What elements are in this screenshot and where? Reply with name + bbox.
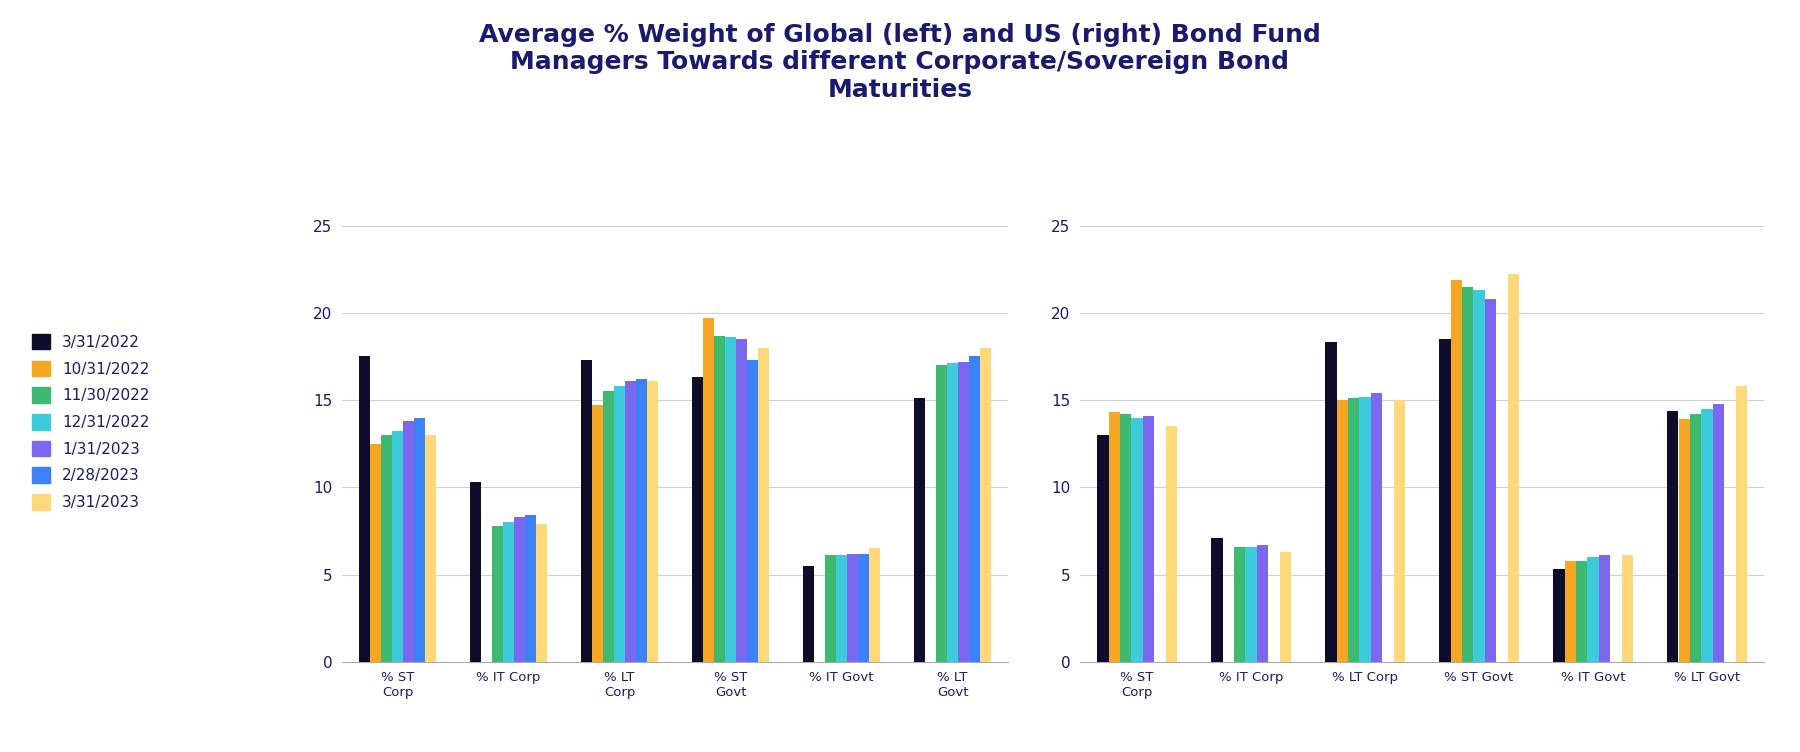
Bar [491, 526, 502, 662]
Bar [691, 378, 702, 662]
Bar [1393, 400, 1406, 662]
Bar [968, 356, 981, 662]
Bar [1325, 342, 1336, 662]
Bar [936, 365, 947, 662]
Bar [1451, 280, 1462, 662]
Bar [1109, 412, 1120, 662]
Bar [369, 444, 382, 662]
Bar [414, 417, 425, 662]
Bar [425, 435, 436, 662]
Bar [470, 482, 481, 662]
Bar [1622, 555, 1633, 662]
Bar [848, 553, 859, 662]
Bar [758, 347, 769, 662]
Bar [1462, 287, 1474, 662]
Bar [1690, 414, 1701, 662]
Bar [725, 337, 736, 662]
Bar [1472, 290, 1485, 662]
Bar [1120, 414, 1132, 662]
Bar [382, 435, 392, 662]
Bar [1735, 386, 1746, 662]
Bar [648, 381, 659, 662]
Bar [1553, 569, 1564, 662]
Bar [835, 555, 848, 662]
Bar [1598, 555, 1609, 662]
Bar [1712, 404, 1724, 662]
Bar [1143, 416, 1154, 662]
Bar [1667, 411, 1678, 662]
Bar [947, 363, 958, 662]
Bar [715, 335, 725, 662]
Bar [958, 362, 968, 662]
Bar [1348, 399, 1359, 662]
Bar [635, 379, 648, 662]
Bar [747, 360, 758, 662]
Bar [1485, 299, 1496, 662]
Bar [981, 347, 992, 662]
Bar [592, 405, 603, 662]
Bar [1577, 560, 1588, 662]
Bar [536, 524, 547, 662]
Bar [1336, 400, 1348, 662]
Bar [824, 555, 835, 662]
Bar [1166, 426, 1177, 662]
Bar [859, 553, 869, 662]
Bar [1280, 552, 1291, 662]
Bar [1246, 547, 1256, 662]
Bar [736, 339, 747, 662]
Bar [1096, 435, 1109, 662]
Bar [614, 386, 625, 662]
Bar [869, 548, 880, 662]
Bar [526, 515, 536, 662]
Bar [358, 356, 369, 662]
Bar [403, 421, 414, 662]
Bar [1588, 557, 1598, 662]
Legend: 3/31/2022, 10/31/2022, 11/30/2022, 12/31/2022, 1/31/2023, 2/28/2023, 3/31/2023: 3/31/2022, 10/31/2022, 11/30/2022, 12/31… [25, 328, 157, 516]
Bar [1701, 409, 1714, 662]
Text: Average % Weight of Global (left) and US (right) Bond Fund
Managers Towards diff: Average % Weight of Global (left) and US… [479, 23, 1321, 102]
Bar [803, 566, 814, 662]
Bar [1256, 545, 1269, 662]
Bar [1130, 417, 1143, 662]
Bar [914, 399, 925, 662]
Bar [515, 517, 526, 662]
Bar [1678, 420, 1690, 662]
Bar [702, 318, 715, 662]
Bar [1440, 339, 1451, 662]
Bar [1564, 560, 1577, 662]
Bar [1359, 396, 1372, 662]
Bar [581, 360, 592, 662]
Bar [1235, 547, 1246, 662]
Bar [1508, 274, 1519, 662]
Bar [392, 432, 403, 662]
Bar [1211, 538, 1222, 662]
Bar [603, 391, 614, 662]
Bar [502, 522, 515, 662]
Bar [625, 381, 635, 662]
Bar [1372, 393, 1382, 662]
